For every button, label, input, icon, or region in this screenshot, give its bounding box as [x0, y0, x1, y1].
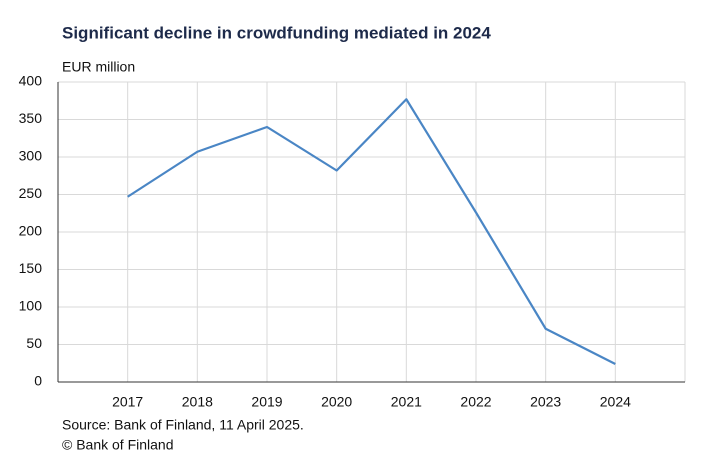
x-tick-label: 2021	[391, 394, 422, 410]
x-tick-label: 2023	[530, 394, 561, 410]
x-tick-label: 2017	[112, 394, 143, 410]
y-tick-label: 150	[19, 260, 43, 276]
copyright-note: © Bank of Finland	[62, 437, 174, 453]
x-tick-label: 2022	[460, 394, 491, 410]
x-tick-label: 2019	[251, 394, 282, 410]
y-tick-label: 200	[19, 223, 43, 239]
data-line	[127, 98, 616, 365]
x-tick-label: 2018	[182, 394, 213, 410]
chart-title: Significant decline in crowdfunding medi…	[62, 23, 491, 42]
y-axis-label: EUR million	[62, 59, 135, 75]
x-tick-label: 2020	[321, 394, 352, 410]
source-note: Source: Bank of Finland, 11 April 2025.	[62, 417, 304, 433]
y-tick-label: 400	[19, 73, 43, 89]
y-tick-label: 300	[19, 148, 43, 164]
x-tick-label: 2024	[600, 394, 631, 410]
y-tick-label: 100	[19, 298, 43, 314]
y-tick-label: 0	[34, 373, 42, 389]
y-tick-label: 50	[26, 335, 42, 351]
y-tick-label: 350	[19, 110, 43, 126]
y-tick-label: 250	[19, 185, 43, 201]
